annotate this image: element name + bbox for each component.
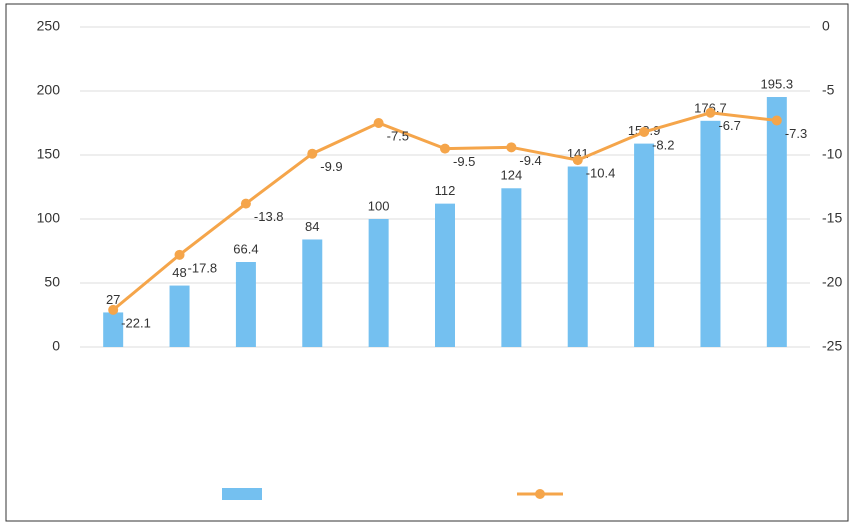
- line-label: -7.5: [387, 128, 409, 143]
- bar: [700, 120, 721, 347]
- bar-label: 27: [106, 292, 120, 307]
- line-point: [639, 126, 650, 137]
- line-point: [108, 304, 119, 315]
- y-tick-label: 50: [44, 274, 60, 290]
- legend-line-dot: [535, 489, 545, 499]
- chart-frame: [5, 3, 849, 522]
- y-tick-label: 150: [37, 146, 61, 162]
- line-point: [174, 249, 185, 260]
- y2-tick-label: -20: [822, 274, 842, 290]
- line-point: [771, 115, 782, 126]
- bar-label: 124: [501, 168, 523, 183]
- line-label: -17.8: [188, 260, 218, 275]
- y-tick-label: 0: [52, 338, 60, 354]
- bar: [169, 285, 190, 347]
- line-label: -22.1: [121, 315, 151, 330]
- bar-label: 195.3: [761, 76, 794, 91]
- line-label: -8.2: [652, 137, 674, 152]
- line-label: -9.4: [519, 153, 541, 168]
- line-point: [705, 107, 716, 118]
- bar-label: 66.4: [233, 241, 258, 256]
- line-point: [240, 198, 251, 209]
- bar: [368, 219, 389, 347]
- y2-tick-label: -5: [822, 82, 835, 98]
- line-point: [373, 118, 384, 128]
- bar: [103, 312, 124, 347]
- line-point: [307, 148, 318, 159]
- bar: [435, 203, 455, 347]
- line-label: -6.7: [718, 118, 740, 133]
- y2-tick-label: -15: [822, 210, 842, 226]
- y2-tick-label: 0: [822, 18, 830, 34]
- bar-label: 112: [435, 183, 456, 198]
- y-tick-label: 100: [37, 210, 61, 226]
- bar: [766, 97, 787, 348]
- line-label: -7.3: [785, 126, 807, 141]
- line-point: [440, 143, 450, 154]
- legend-bar-swatch: [222, 488, 262, 500]
- line-label: -13.8: [254, 209, 284, 224]
- line-point: [572, 155, 583, 166]
- bar: [302, 239, 323, 347]
- bar-label: 100: [368, 198, 390, 213]
- line-label: -9.5: [453, 154, 475, 169]
- bar-label: 48: [172, 265, 186, 280]
- y2-tick-label: -10: [822, 146, 842, 162]
- bar: [235, 262, 256, 347]
- y-tick-label: 250: [37, 18, 61, 34]
- line-label: -9.9: [320, 159, 342, 174]
- line-label: -10.4: [586, 166, 616, 181]
- y-tick-label: 200: [37, 82, 61, 98]
- bar: [567, 166, 588, 347]
- y2-tick-label: -25: [822, 338, 842, 354]
- bar: [501, 188, 522, 347]
- line-point: [506, 142, 517, 153]
- bar-label: 84: [305, 219, 319, 234]
- bar: [634, 143, 655, 347]
